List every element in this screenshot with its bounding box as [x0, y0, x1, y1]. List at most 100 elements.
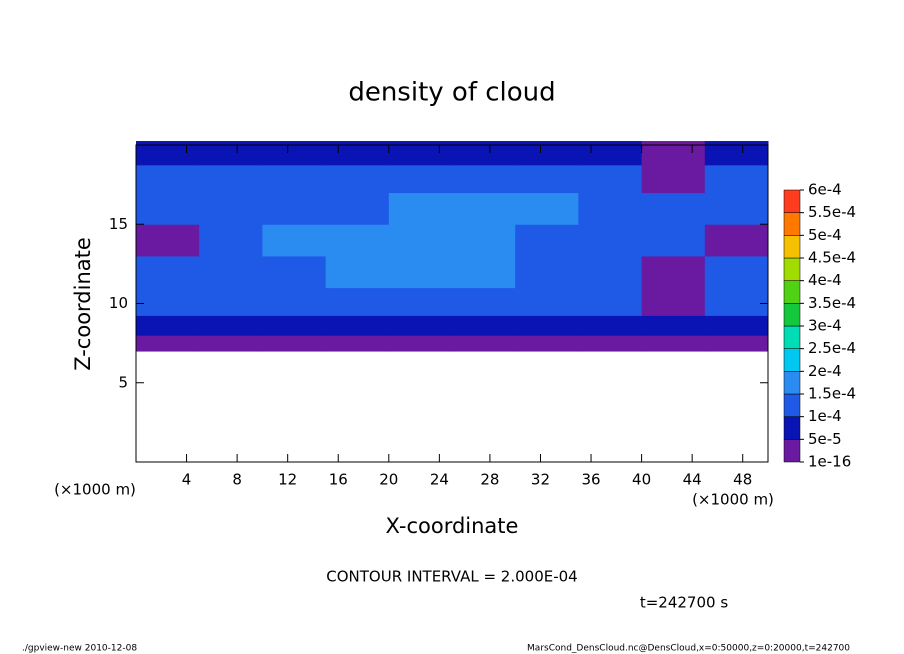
field-cell [641, 164, 706, 194]
x-axis-label: X-coordinate [386, 514, 519, 538]
field-cell [452, 315, 516, 336]
field-cell [199, 192, 263, 225]
field-cell [452, 192, 516, 225]
field-cell [578, 224, 643, 257]
field-cell [325, 192, 390, 225]
field-cell [325, 164, 390, 194]
x-tick-label: 28 [480, 471, 499, 489]
colorbar-box [783, 189, 801, 213]
field-cell [452, 255, 516, 289]
colorbar-label: 5.5e-4 [808, 203, 856, 221]
field-cell [136, 164, 200, 194]
field-cell [388, 287, 453, 316]
field-cell [515, 224, 579, 257]
y-tick-label: 15 [109, 215, 128, 233]
field-cell [262, 224, 327, 257]
y-axis-label: Z-coordinate [71, 237, 95, 371]
colorbar-label: 1e-16 [808, 453, 851, 471]
colorbar-label: 5e-4 [808, 226, 842, 244]
field-cell [578, 335, 643, 352]
colorbar-label: 3.5e-4 [808, 294, 856, 312]
colorbar-label: 5e-5 [808, 430, 842, 448]
field-cell [452, 164, 516, 194]
field-cell [388, 164, 453, 194]
field-cell [578, 255, 643, 289]
field-cell [199, 335, 263, 352]
footer-right: MarsCond_DensCloud.nc@DensCloud,x=0:5000… [527, 644, 850, 654]
colorbar-box [783, 348, 801, 372]
y-tick-label: 10 [109, 294, 128, 312]
colorbar-label: 4.5e-4 [808, 249, 856, 267]
field-cell [515, 192, 579, 225]
field-cell [641, 287, 706, 316]
field-cell [262, 287, 327, 316]
field-cell [641, 224, 706, 257]
colorbar-label: 4e-4 [808, 271, 842, 289]
field-cell [704, 164, 769, 194]
field-cell [262, 255, 327, 289]
y-tick-label: 5 [118, 373, 128, 391]
field-cell [388, 315, 453, 336]
y-unit: (×1000 m) [54, 481, 136, 499]
field-cell [199, 287, 263, 316]
field-cell [388, 255, 453, 289]
field-cell [199, 164, 263, 194]
field-cell [136, 192, 200, 225]
x-tick-label: 12 [278, 471, 297, 489]
x-tick-label: 4 [182, 471, 192, 489]
x-unit: (×1000 m) [692, 491, 774, 509]
field-cell [452, 224, 516, 257]
field-cell [515, 287, 579, 316]
colorbar-box [783, 303, 801, 327]
field-cell [388, 192, 453, 225]
field-cell [136, 315, 200, 336]
field-cell [578, 287, 643, 316]
x-tick-label: 16 [329, 471, 348, 489]
field-cell [325, 315, 390, 336]
chart-title: density of cloud [348, 78, 555, 108]
field-cell [641, 192, 706, 225]
x-tick-label: 40 [632, 471, 651, 489]
field-cell [452, 287, 516, 316]
field-cell [704, 315, 769, 336]
colorbar-label: 6e-4 [808, 181, 842, 199]
field-cell [136, 224, 200, 257]
colorbar-label: 2e-4 [808, 362, 842, 380]
field-cell [704, 192, 769, 225]
field-cell [262, 335, 327, 352]
field-cell [199, 315, 263, 336]
colorbar-box [783, 235, 801, 259]
field-cell [262, 164, 327, 194]
field-cell [388, 224, 453, 257]
field-cell [641, 315, 706, 336]
x-tick-label: 8 [232, 471, 242, 489]
field-cell [641, 335, 706, 352]
field-cell [325, 224, 390, 257]
field-cell [641, 255, 706, 289]
field-cell [199, 224, 263, 257]
colorbar-box [783, 212, 801, 236]
field-cell [704, 255, 769, 289]
field-cell [136, 287, 200, 316]
footer-left: ./gpview-new 2010-12-08 [22, 644, 137, 654]
x-tick-label: 48 [733, 471, 752, 489]
field-cell [388, 335, 453, 352]
x-tick-label: 36 [581, 471, 600, 489]
colorbar-box [783, 371, 801, 395]
field-cell [199, 255, 263, 289]
x-tick-label: 20 [379, 471, 398, 489]
colorbar-label: 3e-4 [808, 317, 842, 335]
colorbar-box [783, 439, 801, 463]
colorbar-box [783, 325, 801, 349]
field-cell [262, 192, 327, 225]
field-cell [578, 315, 643, 336]
field-cell [136, 255, 200, 289]
field-cell [578, 164, 643, 194]
field-cell [515, 315, 579, 336]
field-cell [515, 335, 579, 352]
time-label: t=242700 s [640, 594, 728, 612]
colorbar-box [783, 393, 801, 417]
colorbar-box [783, 257, 801, 281]
field-cell [325, 287, 390, 316]
